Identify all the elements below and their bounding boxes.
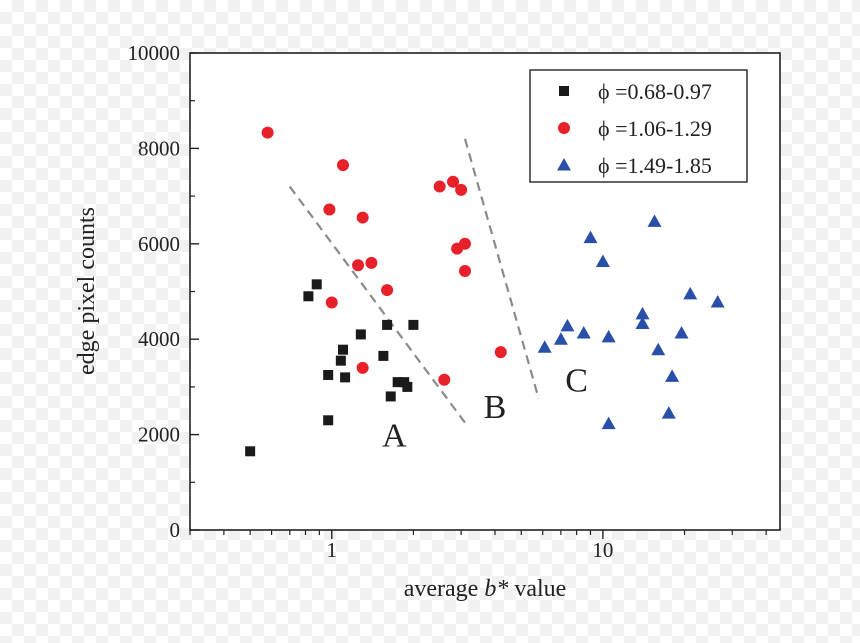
region-labels: A B C [382, 363, 588, 455]
legend-circle-marker [558, 122, 570, 134]
y-tick-label: 4000 [138, 327, 180, 351]
y-tick-label: 0 [170, 518, 181, 542]
y-tick-label: 8000 [138, 136, 180, 160]
triangle-data-point [601, 329, 616, 343]
circle-data-point [494, 346, 507, 359]
legend-label: ϕ =0.68-0.97 [598, 79, 712, 104]
triangle-data-point [583, 230, 598, 244]
triangle-data-point [537, 340, 552, 353]
square-data-point [245, 446, 256, 457]
square-data-point [323, 415, 334, 426]
circle-data-point [458, 237, 471, 250]
square-data-point [323, 369, 334, 380]
circle-data-point [438, 373, 451, 386]
triangle-data-point [635, 316, 650, 329]
triangle-data-point [576, 325, 591, 339]
region-label-c: C [565, 363, 588, 400]
x-axis-title: average b* value [404, 576, 567, 602]
square-data-point [402, 381, 413, 392]
circle-data-point [323, 203, 336, 216]
legend-square-marker [559, 86, 569, 96]
legend-triangle-marker [557, 158, 571, 171]
square-data-point [340, 372, 351, 383]
y-tick-label: 10000 [128, 41, 181, 65]
circle-data-point [381, 284, 394, 297]
triangle-data-point [647, 214, 662, 227]
triangle-data-point [601, 416, 616, 430]
square-data-point [392, 377, 403, 388]
legend-label: ϕ =1.06-1.29 [598, 116, 712, 141]
circle-data-point [447, 175, 460, 188]
boundary-line-2 [463, 138, 540, 400]
region-label-a: A [382, 418, 407, 455]
y-tick-label: 2000 [138, 423, 180, 447]
circle-data-point [336, 159, 349, 172]
triangle-data-point [683, 286, 698, 300]
square-data-point [355, 329, 366, 340]
boundary-lines [288, 138, 540, 424]
region-label-b: B [484, 389, 507, 426]
triangle-data-point [560, 318, 575, 332]
x-axis-title-variable: b* [484, 576, 508, 602]
square-data-point [311, 279, 322, 290]
square-data-point [335, 355, 346, 366]
square-data-point [378, 350, 389, 361]
x-axis-title-prefix: average [404, 576, 485, 602]
triangle-data-point [595, 254, 610, 267]
boundary-line-1 [288, 185, 466, 424]
square-data-point [385, 391, 396, 402]
triangle-data-point [651, 342, 666, 356]
data-points [245, 126, 725, 457]
circle-data-point [458, 264, 471, 277]
triangle-data-point [674, 325, 689, 339]
circle-data-point [356, 361, 369, 374]
circle-data-point [261, 126, 274, 139]
circle-data-point [365, 256, 378, 269]
triangle-data-point [710, 294, 725, 308]
triangle-data-point [665, 369, 680, 382]
circle-data-point [356, 211, 369, 224]
triangle-data-point [553, 332, 568, 345]
legend: ϕ =0.68-0.97 ϕ =1.06-1.29 ϕ =1.49-1.85 [529, 69, 748, 183]
circle-data-point [352, 259, 365, 272]
triangle-data-point [635, 306, 650, 320]
y-tick-label: 6000 [138, 232, 180, 256]
square-data-point [337, 344, 348, 355]
axis-ticks: 0 2000 4000 6000 8000 10000 1 10 [128, 41, 767, 562]
square-data-point [382, 319, 393, 330]
square-data-point [303, 291, 314, 302]
circle-data-point [455, 183, 468, 196]
x-tick-label: 1 [327, 538, 338, 562]
circle-data-point [433, 180, 446, 193]
square-data-point [408, 319, 419, 330]
triangle-data-point [661, 406, 676, 419]
x-tick-label: 10 [592, 538, 613, 562]
legend-label: ϕ =1.49-1.85 [598, 153, 712, 178]
circle-data-point [325, 296, 338, 309]
x-axis-title-suffix: value [508, 576, 566, 602]
y-axis-title: edge pixel counts [74, 207, 100, 375]
